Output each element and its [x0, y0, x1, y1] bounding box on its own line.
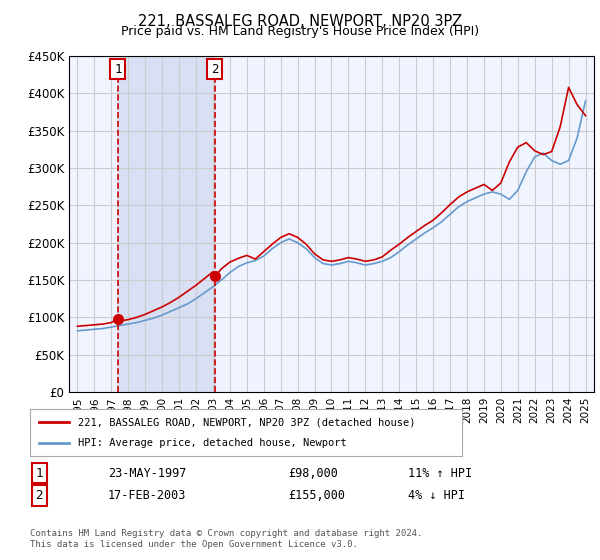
Text: 11% ↑ HPI: 11% ↑ HPI — [408, 466, 472, 480]
Text: 23-MAY-1997: 23-MAY-1997 — [108, 466, 187, 480]
Text: 2: 2 — [35, 489, 43, 502]
Text: 1: 1 — [114, 63, 122, 76]
Text: £98,000: £98,000 — [288, 466, 338, 480]
Text: HPI: Average price, detached house, Newport: HPI: Average price, detached house, Newp… — [77, 438, 346, 448]
Text: 4% ↓ HPI: 4% ↓ HPI — [408, 489, 465, 502]
Text: 221, BASSALEG ROAD, NEWPORT, NP20 3PZ (detached house): 221, BASSALEG ROAD, NEWPORT, NP20 3PZ (d… — [77, 417, 415, 427]
Text: 2: 2 — [211, 63, 219, 76]
Text: £155,000: £155,000 — [288, 489, 345, 502]
Bar — [118, 56, 215, 392]
Text: 221, BASSALEG ROAD, NEWPORT, NP20 3PZ: 221, BASSALEG ROAD, NEWPORT, NP20 3PZ — [138, 14, 462, 29]
Text: Contains HM Land Registry data © Crown copyright and database right 2024.
This d: Contains HM Land Registry data © Crown c… — [30, 529, 422, 549]
Text: Price paid vs. HM Land Registry's House Price Index (HPI): Price paid vs. HM Land Registry's House … — [121, 25, 479, 38]
Text: 1: 1 — [35, 466, 43, 480]
Text: 17-FEB-2003: 17-FEB-2003 — [108, 489, 187, 502]
